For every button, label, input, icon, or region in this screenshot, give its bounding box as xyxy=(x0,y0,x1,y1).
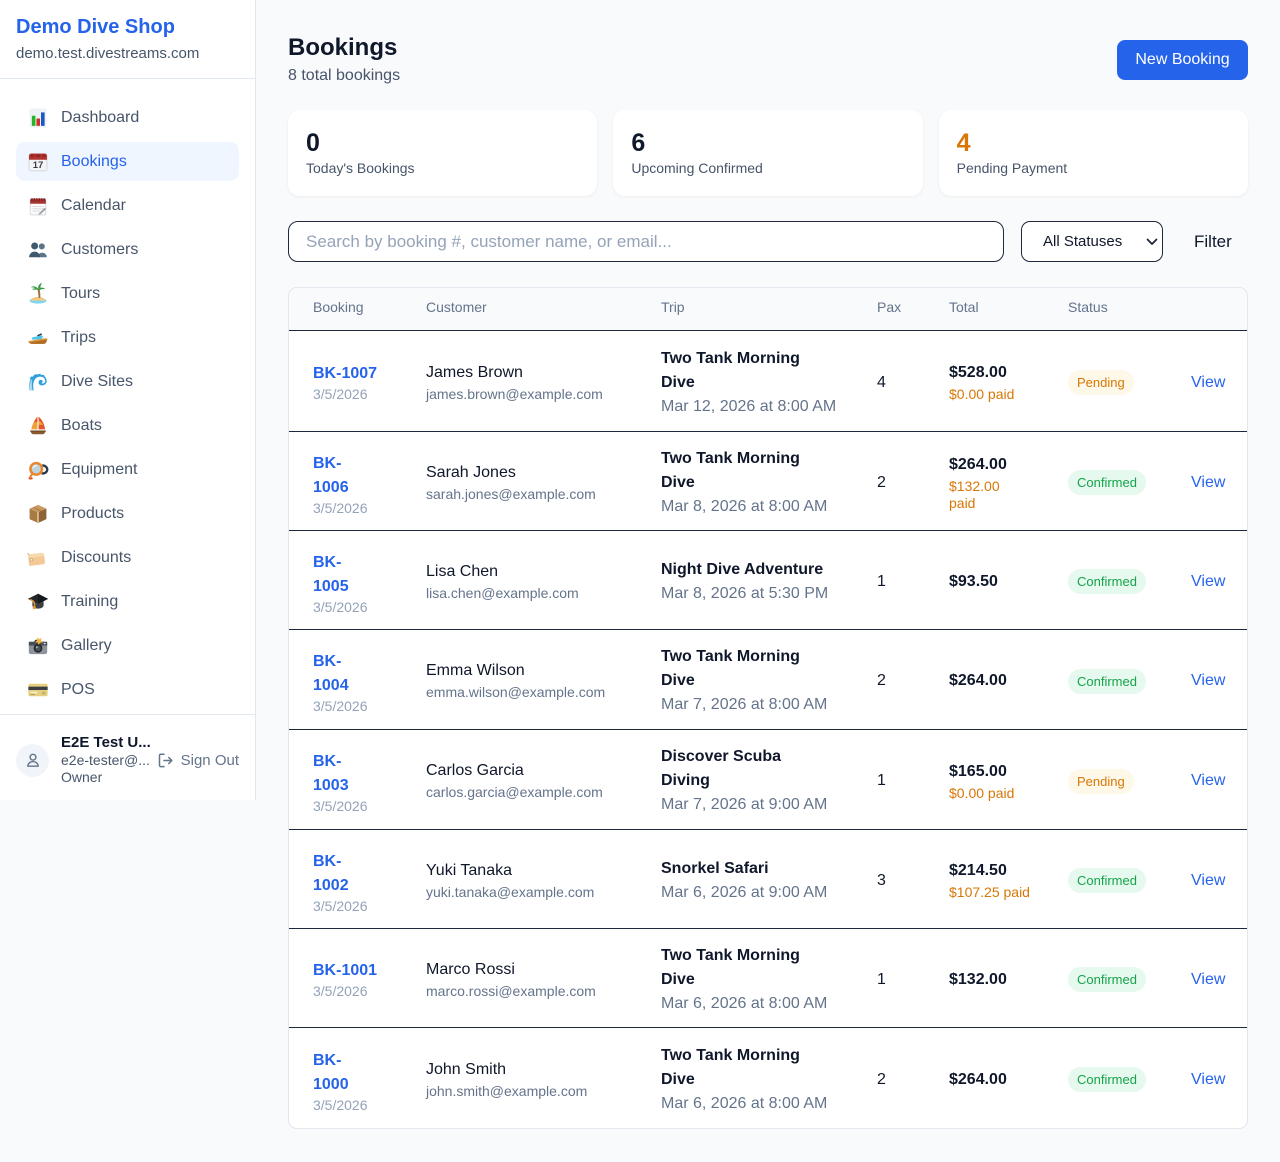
svg-text:17: 17 xyxy=(33,160,44,171)
